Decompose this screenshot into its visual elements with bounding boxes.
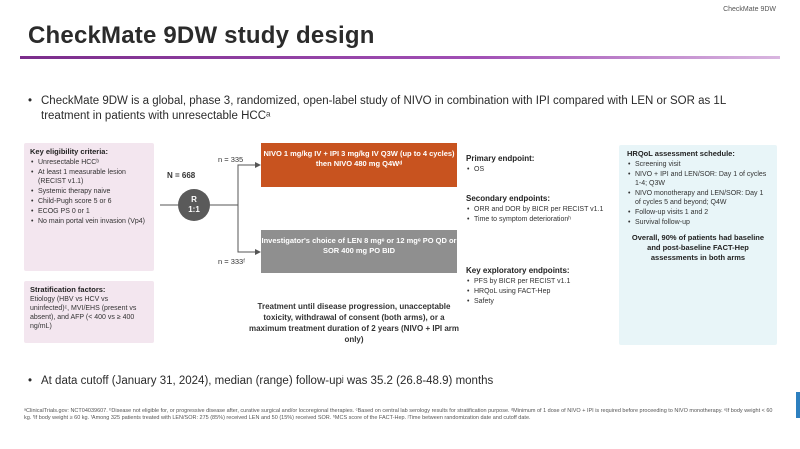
arm2-connector <box>237 205 255 253</box>
intro-bullet: • CheckMate 9DW is a global, phase 3, ra… <box>28 94 768 124</box>
list-item: Safety <box>466 297 616 306</box>
len-sor-arm-box: Investigator's choice of LEN 8 mgᵉ or 12… <box>261 230 457 273</box>
primary-endpoint-list: OS <box>466 165 616 174</box>
cutoff-bullet: • At data cutoff (January 31, 2024), med… <box>28 374 768 389</box>
arm1-n-label: n = 335 <box>218 155 244 164</box>
list-item: NIVO + IPI and LEN/SOR: Day 1 of cycles … <box>627 170 769 188</box>
secondary-endpoints-list: ORR and DOR by BICR per RECIST v1.1 Time… <box>466 205 616 224</box>
arm1-arrowhead <box>255 162 261 168</box>
eligibility-list: Unresectable HCCᵇ At least 1 measurable … <box>30 158 148 226</box>
scroll-indicator <box>796 392 800 418</box>
footnotes: ᵃClinicalTrials.gov: NCT04039607. ᵇDisea… <box>24 408 773 421</box>
list-item: No main portal vein invasion (Vp4) <box>30 217 148 226</box>
stratification-heading: Stratification factors: <box>30 285 106 294</box>
list-item: Screening visit <box>627 160 769 169</box>
primary-endpoint-block: Primary endpoint: OS <box>466 154 616 174</box>
total-n-label: N = 668 <box>167 171 196 180</box>
randomization-circle: R 1:1 <box>178 189 210 221</box>
title-divider <box>20 56 780 59</box>
arm1-connector <box>210 164 255 206</box>
arm2-n-label: n = 333ᶠ <box>218 257 245 266</box>
list-item: Follow-up visits 1 and 2 <box>627 208 769 217</box>
list-item: HRQoL using FACT-Hep <box>466 287 616 296</box>
treatment-duration-note: Treatment until disease progression, una… <box>248 302 460 344</box>
list-item: Systemic therapy naive <box>30 187 148 196</box>
stratification-text: Etiology (HBV vs HCV vs uninfected)ᶜ, MV… <box>30 296 137 330</box>
list-item: ECOG PS 0 or 1 <box>30 207 148 216</box>
slide-title: CheckMate 9DW study design <box>28 22 375 49</box>
list-item: Child-Pugh score 5 or 6 <box>30 197 148 206</box>
stratification-panel: Stratification factors: Etiology (HBV vs… <box>24 281 154 343</box>
eligibility-panel: Key eligibility criteria: Unresectable H… <box>24 143 154 271</box>
cutoff-bullet-text: At data cutoff (January 31, 2024), media… <box>41 375 494 387</box>
hrqol-schedule-panel: HRQoL assessment schedule: Screening vis… <box>619 145 777 345</box>
list-item: Survival follow-up <box>627 218 769 227</box>
eligibility-heading: Key eligibility criteria: <box>30 147 108 156</box>
intro-bullet-text: CheckMate 9DW is a global, phase 3, rand… <box>41 95 726 122</box>
secondary-endpoints-heading: Secondary endpoints: <box>466 194 551 203</box>
bullet-dot: • <box>28 95 33 107</box>
exploratory-endpoints-list: PFS by BICR per RECIST v1.1 HRQoL using … <box>466 277 616 306</box>
list-item: OS <box>466 165 616 174</box>
list-item: At least 1 measurable lesion (RECIST v1.… <box>30 168 148 186</box>
list-item: PFS by BICR per RECIST v1.1 <box>466 277 616 286</box>
randomization-ratio: 1:1 <box>188 205 200 214</box>
list-item: Time to symptom deteriorationʰ <box>466 215 616 224</box>
randomization-letter: R <box>191 195 197 204</box>
nivo-ipi-arm-box: NIVO 1 mg/kg IV + IPI 3 mg/kg IV Q3W (up… <box>261 143 457 187</box>
list-item: ORR and DOR by BICR per RECIST v1.1 <box>466 205 616 214</box>
list-item: Unresectable HCCᵇ <box>30 158 148 167</box>
exploratory-endpoints-block: Key exploratory endpoints: PFS by BICR p… <box>466 266 616 306</box>
bullet-dot: • <box>28 375 33 387</box>
hrqol-summary-note: Overall, 90% of patients had baseline an… <box>631 233 765 262</box>
exploratory-endpoints-heading: Key exploratory endpoints: <box>466 266 570 275</box>
arm2-arrowhead <box>255 249 261 255</box>
hrqol-list: Screening visit NIVO + IPI and LEN/SOR: … <box>627 160 769 227</box>
secondary-endpoints-block: Secondary endpoints: ORR and DOR by BICR… <box>466 194 616 224</box>
list-item: NIVO monotherapy and LEN/SOR: Day 1 of c… <box>627 189 769 207</box>
primary-endpoint-heading: Primary endpoint: <box>466 154 535 163</box>
hrqol-heading: HRQoL assessment schedule: <box>627 149 735 158</box>
slide-tag: CheckMate 9DW <box>723 6 776 13</box>
